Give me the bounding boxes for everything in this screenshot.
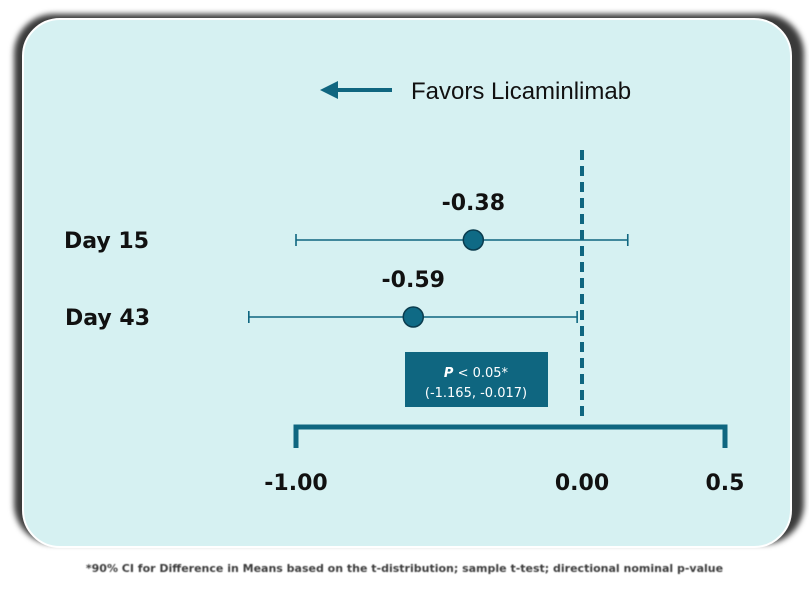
- forest-rows: Day 15 -0.38 Day 43 -0.59: [64, 191, 629, 331]
- tick-label: -1.00: [264, 471, 327, 496]
- x-axis: -1.00 0.00 0.5: [264, 424, 745, 496]
- forest-row-1: Day 15 -0.38: [64, 191, 629, 254]
- forest-row-2: Day 43 -0.59: [65, 268, 578, 331]
- axis-bracket: [293, 424, 728, 448]
- estimate-label: -0.38: [442, 191, 505, 216]
- estimate-point: [462, 229, 485, 251]
- p-value-text: P < 0.05*: [444, 366, 509, 381]
- p-value-symbol: P: [444, 366, 454, 381]
- confidence-interval-text: (-1.165, -0.017): [425, 386, 527, 401]
- p-value-threshold: < 0.05*: [453, 366, 508, 381]
- estimate-label: -0.59: [382, 268, 445, 293]
- tick-label: 0.5: [706, 471, 745, 496]
- chart-panel: [22, 18, 792, 548]
- direction-arrow-icon: [320, 81, 392, 99]
- p-value-box: [405, 352, 548, 407]
- estimate-point: [402, 306, 425, 328]
- direction-label: Favors Licaminlimab: [411, 78, 631, 105]
- footnote: *90% CI for Difference in Means based on…: [85, 562, 724, 575]
- tick-label: 0.00: [555, 471, 609, 496]
- row-label: Day 43: [65, 306, 150, 331]
- row-label: Day 15: [64, 229, 149, 254]
